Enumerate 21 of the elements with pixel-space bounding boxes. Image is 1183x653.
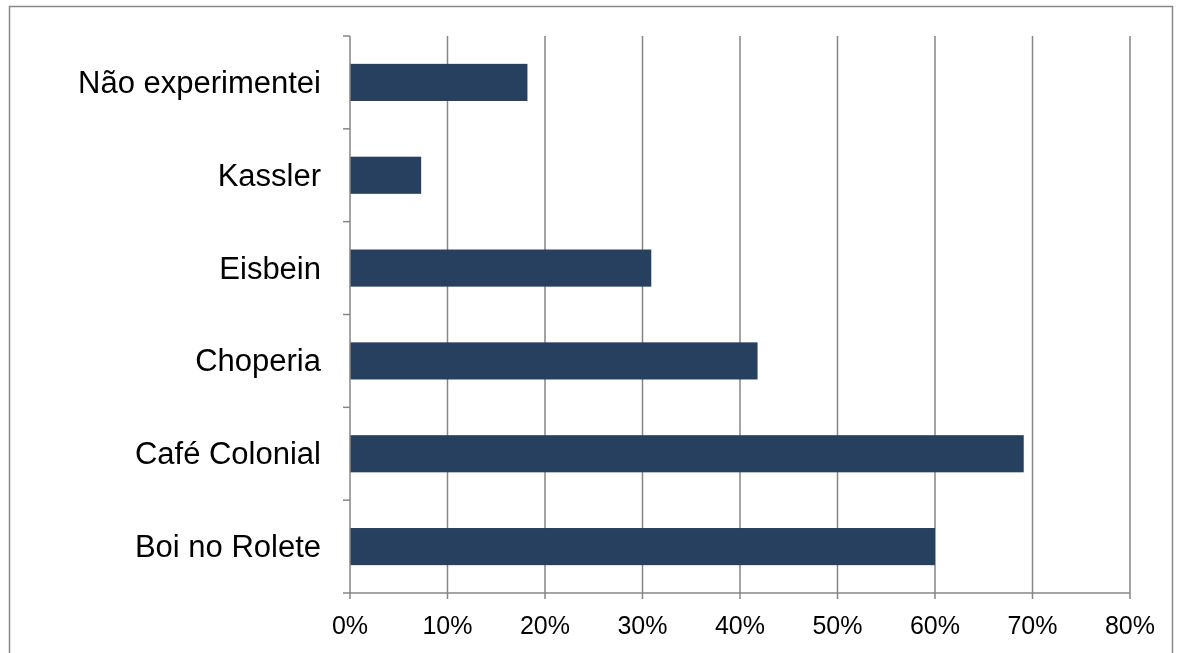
bar bbox=[350, 528, 935, 566]
y-tick-label: Choperia bbox=[195, 343, 322, 379]
x-tick-label: 10% bbox=[422, 611, 473, 639]
x-tick-label: 50% bbox=[812, 611, 863, 639]
y-tick-label: Eisbein bbox=[219, 250, 321, 286]
bar bbox=[350, 156, 422, 194]
x-tick-label: 80% bbox=[1104, 611, 1156, 639]
y-tick-label: Não experimentei bbox=[78, 64, 321, 100]
x-tick-label: 70% bbox=[1007, 611, 1058, 639]
y-tick-label: Boi no Rolete bbox=[134, 529, 321, 565]
x-tick-label: 40% bbox=[714, 611, 766, 639]
bar bbox=[350, 435, 1024, 473]
bar bbox=[350, 342, 758, 380]
x-tick-label: 20% bbox=[519, 611, 571, 639]
x-tick-label: 30% bbox=[617, 611, 668, 639]
bar bbox=[350, 63, 528, 101]
y-tick-label: Kassler bbox=[217, 157, 321, 193]
bar bbox=[350, 249, 652, 287]
x-tick-label: 60% bbox=[909, 611, 961, 639]
y-tick-label: Café Colonial bbox=[134, 436, 321, 472]
x-tick-label: 0% bbox=[331, 611, 369, 639]
